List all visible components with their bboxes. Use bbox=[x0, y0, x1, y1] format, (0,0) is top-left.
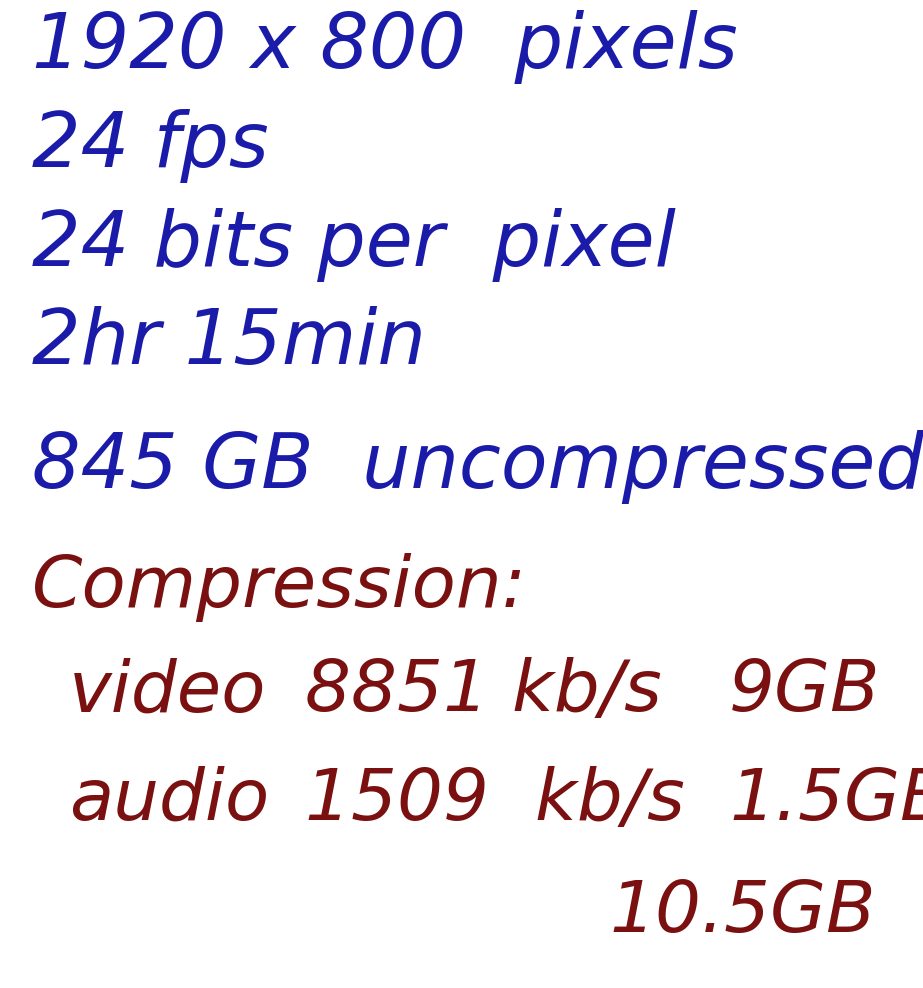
Text: 24 bits per  pixel: 24 bits per pixel bbox=[32, 207, 677, 282]
Text: 2hr 15min: 2hr 15min bbox=[32, 306, 426, 380]
Text: 9GB: 9GB bbox=[729, 657, 881, 726]
Text: 10.5GB: 10.5GB bbox=[609, 877, 876, 947]
Text: 1.5GB: 1.5GB bbox=[729, 766, 923, 835]
Text: Compression:: Compression: bbox=[32, 553, 527, 622]
Text: audio: audio bbox=[69, 766, 270, 835]
Text: 1920 x 800  pixels: 1920 x 800 pixels bbox=[32, 10, 737, 84]
Text: 24 fps: 24 fps bbox=[32, 109, 269, 183]
Text: 1509  kb/s: 1509 kb/s bbox=[305, 766, 684, 835]
Text: 845 GB  uncompressed  video: 845 GB uncompressed video bbox=[32, 430, 923, 504]
Text: 8851 kb/s: 8851 kb/s bbox=[305, 657, 662, 726]
Text: video: video bbox=[69, 657, 267, 726]
